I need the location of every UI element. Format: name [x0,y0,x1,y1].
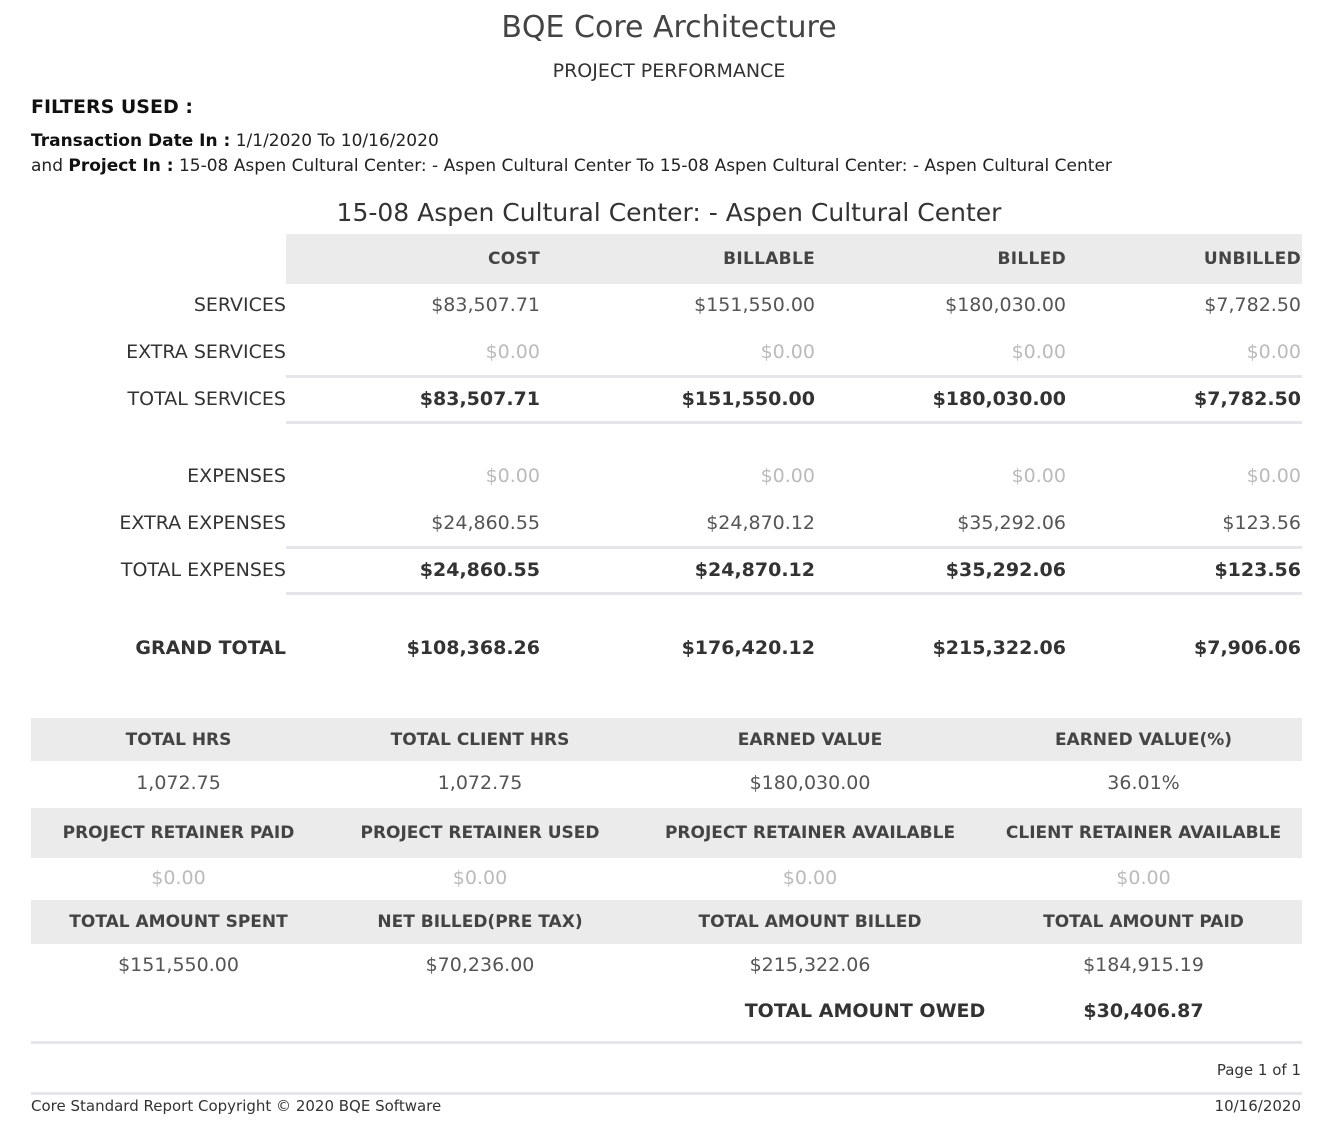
cell-services-unbilled: $7,782.50 [1204,294,1301,316]
cell-grand-total-unbilled: $7,906.06 [1194,637,1301,659]
column-header-billed: BILLED [997,249,1066,269]
row-label-total-expenses: TOTAL EXPENSES [120,559,286,581]
row-label-total-services: TOTAL SERVICES [127,388,286,410]
stat-value-project-retainer-available: $0.00 [782,867,838,889]
cell-expenses-billed: $0.00 [1011,465,1066,487]
cell-total-services-cost: $83,507.71 [419,388,540,410]
cell-extra-services-unbilled: $0.00 [1246,341,1301,363]
column-header-cost: COST [488,249,540,269]
column-header-unbilled: UNBILLED [1203,249,1301,269]
cell-grand-total-cost: $108,368.26 [406,637,540,659]
cell-expenses-cost: $0.00 [485,465,540,487]
filter-project: and Project In : 15-08 Aspen Cultural Ce… [31,156,1112,176]
stat-label-earned-value-pct: EARNED VALUE(%) [1054,730,1233,750]
cell-services-billable: $151,550.00 [694,294,815,316]
stat-value-earned-value: $180,030.00 [749,772,871,794]
stat-value-net-billed-pre-tax: $70,236.00 [425,954,535,976]
project-name: 15-08 Aspen Cultural Center: - Aspen Cul… [336,198,1002,227]
row-label-expenses: EXPENSES [187,465,286,487]
filters-heading: FILTERS USED : [31,96,193,118]
stats-header-band [31,718,1302,761]
cell-grand-total-billed: $215,322.06 [932,637,1066,659]
stats-header-band [31,808,1302,858]
cell-total-services-unbilled: $7,782.50 [1194,388,1301,410]
stat-value-total-amount-paid: $184,915.19 [1083,954,1204,976]
stat-label-total-amount-spent: TOTAL AMOUNT SPENT [69,912,288,932]
cell-extra-expenses-cost: $24,860.55 [431,512,540,534]
cell-total-expenses-billed: $35,292.06 [945,559,1066,581]
cell-expenses-billable: $0.00 [760,465,815,487]
cell-extra-expenses-unbilled: $123.56 [1222,512,1301,534]
stat-value-total-amount-spent: $151,550.00 [118,954,239,976]
filter-project-value: 15-08 Aspen Cultural Center: - Aspen Cul… [173,156,1112,176]
filter-and-text: and [31,156,69,176]
copyright-text: Core Standard Report Copyright © 2020 BQ… [31,1097,442,1115]
cell-grand-total-billable: $176,420.12 [681,637,815,659]
stats-header-band [31,900,1302,944]
footer-divider [31,1092,1302,1095]
stat-label-total-hrs: TOTAL HRS [125,730,232,750]
stat-value-project-retainer-used: $0.00 [452,867,508,889]
stat-label-net-billed-pre-tax: NET BILLED(PRE TAX) [377,912,583,932]
total-amount-owed-label: TOTAL AMOUNT OWED [744,1000,986,1022]
row-label-extra-expenses: EXTRA EXPENSES [119,512,286,534]
cell-services-cost: $83,507.71 [431,294,540,316]
filter-transaction-date: Transaction Date In : 1/1/2020 To 10/16/… [31,131,439,151]
stat-value-total-client-hrs: 1,072.75 [437,772,523,794]
stat-label-project-retainer-paid: PROJECT RETAINER PAID [62,823,295,843]
divider-line [286,421,1302,424]
cell-extra-services-billed: $0.00 [1011,341,1066,363]
cell-extra-services-billable: $0.00 [760,341,815,363]
summary-header-band [286,234,1302,284]
stat-value-total-amount-billed: $215,322.06 [749,954,871,976]
row-label-extra-services: EXTRA SERVICES [126,341,286,363]
divider-line [286,592,1302,595]
stat-label-total-amount-paid: TOTAL AMOUNT PAID [1043,912,1244,932]
column-header-billable: BILLABLE [723,249,815,269]
stat-label-client-retainer-available: CLIENT RETAINER AVAILABLE [1005,823,1282,843]
cell-total-expenses-unbilled: $123.56 [1214,559,1301,581]
cell-total-services-billed: $180,030.00 [932,388,1066,410]
cell-expenses-unbilled: $0.00 [1246,465,1301,487]
stat-label-project-retainer-available: PROJECT RETAINER AVAILABLE [664,823,956,843]
stat-value-earned-value-pct: 36.01% [1107,772,1180,794]
stat-label-total-client-hrs: TOTAL CLIENT HRS [390,730,570,750]
stat-value-total-hrs: 1,072.75 [136,772,221,794]
page-number: Page 1 of 1 [1216,1061,1301,1079]
stat-label-total-amount-billed: TOTAL AMOUNT BILLED [698,912,922,932]
filter-project-label: Project In : [68,156,174,176]
divider-line [286,546,1302,549]
company-name: BQE Core Architecture [501,10,837,45]
stat-label-earned-value: EARNED VALUE [737,730,883,750]
row-label-grand-total: GRAND TOTAL [135,637,286,659]
cell-total-expenses-cost: $24,860.55 [419,559,540,581]
footer-divider [31,1041,1302,1044]
report-title: PROJECT PERFORMANCE [552,60,786,82]
print-date: 10/16/2020 [1214,1097,1301,1115]
filter-transaction-value: 1/1/2020 To 10/16/2020 [230,131,439,151]
row-label-services: SERVICES [193,294,286,316]
cell-extra-services-cost: $0.00 [485,341,540,363]
stat-value-client-retainer-available: $0.00 [1116,867,1171,889]
cell-total-services-billable: $151,550.00 [681,388,815,410]
stat-value-project-retainer-paid: $0.00 [151,867,206,889]
cell-total-expenses-billable: $24,870.12 [694,559,815,581]
cell-services-billed: $180,030.00 [945,294,1066,316]
cell-extra-expenses-billable: $24,870.12 [706,512,815,534]
stat-label-project-retainer-used: PROJECT RETAINER USED [360,823,600,843]
cell-extra-expenses-billed: $35,292.06 [957,512,1066,534]
total-amount-owed-value: $30,406.87 [1083,1000,1204,1022]
divider-line [286,375,1302,378]
filter-transaction-label: Transaction Date In : [31,131,231,151]
